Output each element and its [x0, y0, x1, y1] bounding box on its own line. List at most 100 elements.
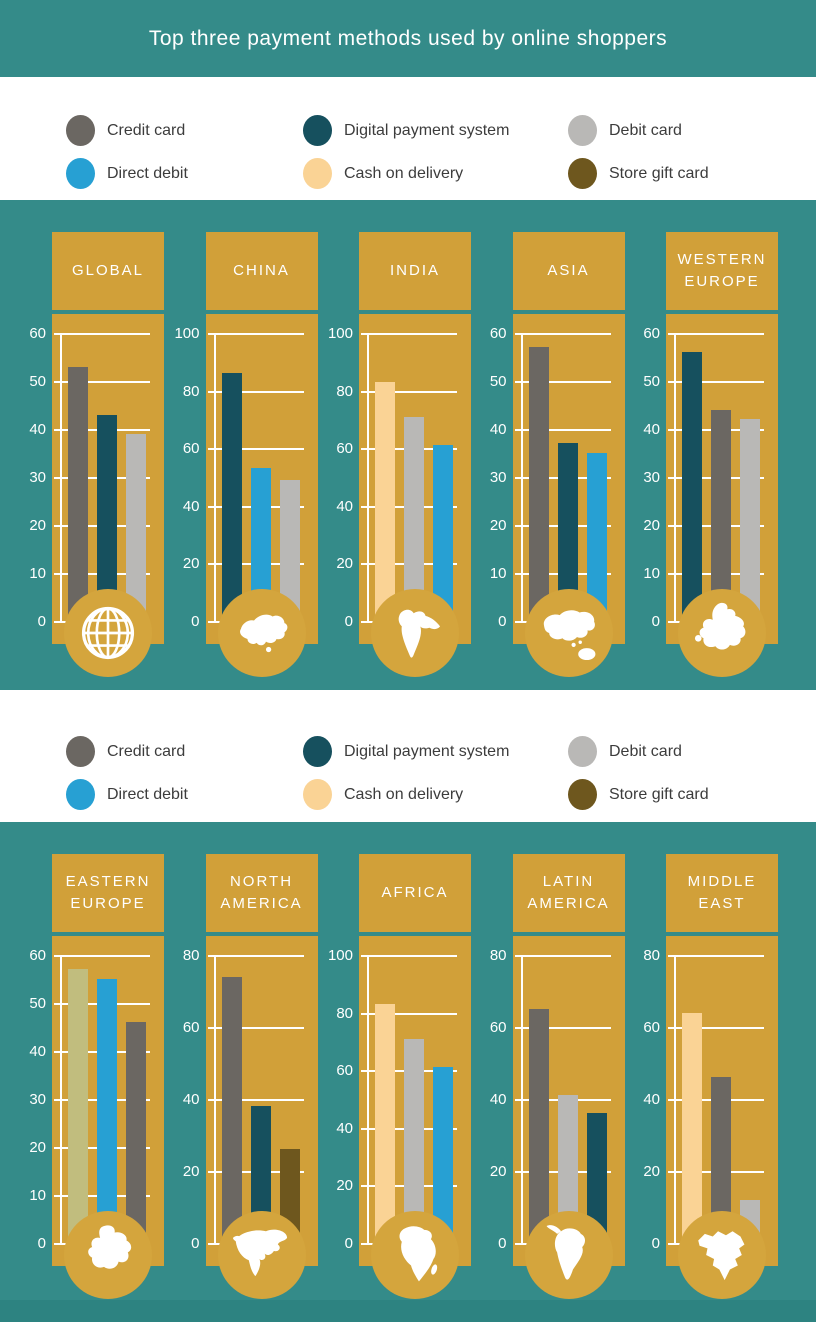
chart-middle-east: MIDDLE EAST 0 20 40 60 80 [643, 854, 778, 1299]
chart-header-india: INDIA [359, 232, 471, 310]
bar-credit-card-eastern-europe [126, 1022, 146, 1266]
chart-header-north-america: NORTH AMERICA [205, 854, 318, 932]
footer-strip [0, 1300, 816, 1322]
legend-column-3: Debit card Store gift card [568, 109, 709, 200]
y-tick-label: 50 [29, 373, 46, 390]
legend-item-label: Digital payment system [344, 742, 510, 760]
grid-line [213, 333, 304, 335]
grid-line [60, 381, 150, 383]
y-tick-label: 0 [651, 1235, 660, 1252]
y-tick-label: 20 [182, 1163, 200, 1180]
legend-item-label: Direct debit [107, 164, 188, 182]
debit-card-swatch-icon [568, 736, 597, 767]
y-tick-label: 60 [643, 1019, 660, 1036]
chart-eastern-europe: EASTERN EUROPE 0 10 20 30 40 50 60 [29, 854, 164, 1299]
y-tick-label: 30 [29, 1091, 46, 1108]
chart-latin-america: LATIN AMERICA 0 20 40 60 80 [490, 854, 625, 1299]
y-tick-label: 40 [489, 421, 507, 438]
bar-credit-card-western-europe [711, 409, 731, 644]
y-tick-label: 100 [174, 325, 200, 342]
grid-line [520, 381, 611, 383]
y-tick-label: 0 [498, 613, 507, 630]
region-circle-eastern-europe [64, 1211, 152, 1299]
chart-asia: ASIA 0 10 20 30 40 50 60 [490, 232, 625, 677]
chart-plot-wrap: 0 10 20 30 40 50 60 [29, 936, 164, 1299]
credit-card-swatch-icon [66, 736, 95, 767]
legend-item-label: Debit card [609, 742, 682, 760]
chart-region-title: MIDDLE EAST [687, 873, 757, 912]
chart-global: GLOBAL 0 10 20 30 40 50 60 [29, 232, 164, 677]
legend-column-1: Credit card Direct debit [66, 109, 303, 200]
chart-header-global: GLOBAL [52, 232, 164, 310]
title-band: Top three payment methods used by online… [0, 0, 816, 77]
y-axis-line [213, 333, 216, 623]
y-tick-label: 80 [336, 382, 353, 400]
region-circle-global [64, 589, 152, 677]
legend-column-3: Debit card Store gift card [568, 730, 709, 822]
legend-band-middle: Credit card Direct debit Digital payment s… [0, 690, 816, 822]
legend-item-cash-on-delivery: Cash on delivery [303, 152, 568, 195]
chart-region-title: LATIN AMERICA [527, 873, 610, 912]
y-tick-label: 10 [489, 565, 507, 582]
grid-line [213, 448, 304, 451]
y-tick-label: 20 [643, 517, 660, 534]
region-circle-africa [371, 1211, 459, 1299]
chart-china: CHINA 0 20 40 60 80 100 [174, 232, 318, 677]
y-tick-label: 80 [336, 1004, 353, 1022]
y-tick-label: 50 [29, 995, 46, 1012]
grid-line [367, 955, 457, 957]
chart-region-title: INDIA [389, 262, 440, 280]
y-tick-label: 10 [643, 565, 660, 582]
region-circle-north-america [217, 1211, 306, 1299]
chart-plot-wrap: 0 20 40 60 80 [643, 936, 778, 1299]
chart-header-western-europe: WESTERN EUROPE [666, 232, 778, 310]
cash-on-delivery-swatch-icon [303, 779, 332, 810]
legend-item-direct-debit: Direct debit [66, 152, 303, 195]
grid-line [60, 955, 150, 957]
y-axis-line [367, 955, 369, 1245]
africa-map-icon [399, 1226, 438, 1282]
y-tick-label: 20 [29, 517, 46, 534]
grid-line [674, 381, 764, 383]
region-circle-asia [524, 589, 613, 677]
y-tick-label: 30 [29, 469, 46, 486]
y-tick-label: 60 [182, 440, 200, 458]
grid-line [213, 1027, 304, 1029]
region-circle-western-europe [678, 589, 766, 677]
bar-debit-card-africa [404, 1038, 424, 1266]
y-tick-label: 50 [643, 373, 660, 390]
credit-card-swatch-icon [66, 115, 95, 146]
charts-section-row-1: GLOBAL 0 10 20 30 40 50 60 CHINA 0 20 40 60 80 100 INDI… [0, 200, 816, 690]
y-tick-label: 20 [182, 555, 200, 573]
grid-line [213, 390, 304, 393]
eastern-europe-map-icon [88, 1225, 132, 1269]
legend-item-debit-card: Debit card [568, 730, 709, 773]
middle-east-map-icon [698, 1231, 745, 1281]
legend-item-label: Store gift card [609, 164, 709, 182]
y-tick-label: 0 [344, 613, 353, 630]
chart-region-title: GLOBAL [71, 262, 145, 280]
legend-item-store-gift-card: Store gift card [568, 152, 709, 195]
grid-line [520, 333, 611, 335]
legend-item-label: Cash on delivery [344, 164, 464, 182]
chart-panel-india [359, 314, 471, 677]
y-tick-label: 20 [489, 517, 507, 534]
y-tick-label: 20 [336, 1177, 353, 1195]
chart-region-title: WESTERN EUROPE [677, 251, 767, 290]
legend-item-direct-debit: Direct debit [66, 773, 303, 816]
y-tick-label: 20 [336, 555, 353, 573]
chart-plot-wrap: 0 20 40 60 80 [490, 936, 625, 1299]
y-tick-label: 10 [29, 565, 46, 582]
y-tick-label: 60 [182, 1019, 200, 1036]
y-tick-label: 60 [29, 325, 46, 342]
y-tick-label: 0 [37, 1235, 46, 1252]
chart-header-africa: AFRICA [359, 854, 471, 932]
y-tick-label: 40 [336, 497, 353, 515]
bar-digital-payment-system-global [97, 414, 117, 644]
y-tick-label: 10 [29, 1187, 46, 1204]
chart-panel-asia [512, 314, 625, 677]
debit-card-swatch-icon [568, 115, 597, 146]
bar-cash-on-delivery-middle-east [682, 1012, 702, 1266]
legend-column-1: Credit card Direct debit [66, 730, 303, 822]
chart-region-title: ASIA [547, 262, 590, 280]
